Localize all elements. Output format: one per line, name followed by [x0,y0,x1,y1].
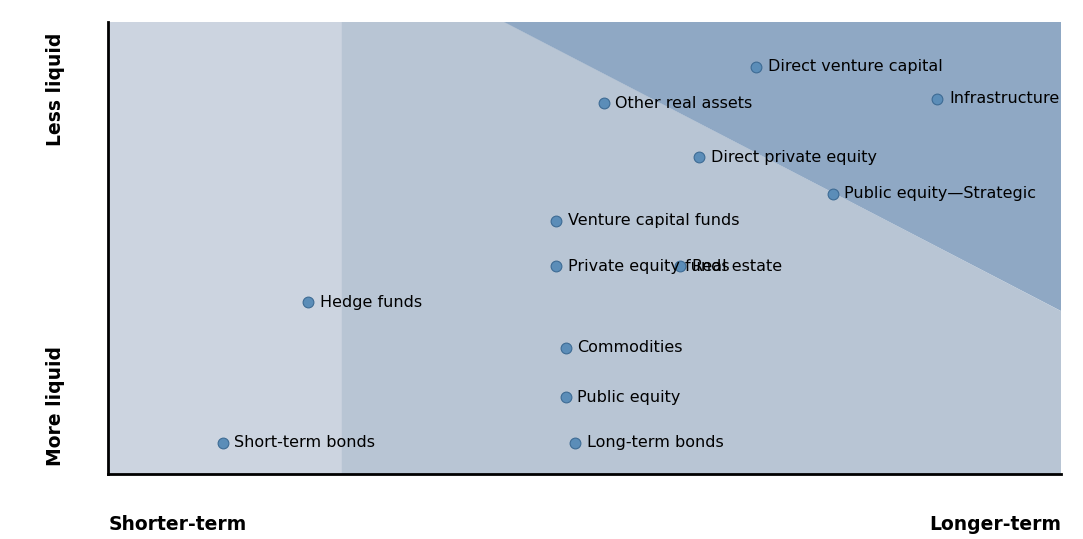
Text: Less liquid: Less liquid [47,33,65,146]
Point [596,99,613,107]
Text: Longer-term: Longer-term [929,515,1061,534]
Text: Short-term bonds: Short-term bonds [234,435,375,450]
Text: Hedge funds: Hedge funds [319,295,422,310]
Text: Venture capital funds: Venture capital funds [567,213,740,229]
Point [214,438,232,447]
Point [557,393,574,402]
Point [691,153,708,162]
Text: Commodities: Commodities [577,340,682,355]
Text: Public equity: Public equity [577,390,680,405]
Point [548,217,565,225]
Point [548,262,565,271]
Polygon shape [342,22,1061,474]
Text: Direct venture capital: Direct venture capital [768,59,942,74]
Text: Public equity—Strategic: Public equity—Strategic [844,186,1036,201]
Polygon shape [108,22,342,474]
Point [566,438,584,447]
Text: More liquid: More liquid [47,347,65,466]
Point [929,94,947,103]
Text: Other real assets: Other real assets [615,95,753,110]
Text: Long-term bonds: Long-term bonds [587,435,723,450]
Text: Direct private equity: Direct private equity [710,150,876,165]
Point [557,343,574,352]
Point [671,262,689,271]
Text: Private equity funds: Private equity funds [567,259,729,274]
Text: Real estate: Real estate [692,259,782,274]
Point [300,298,317,307]
Point [747,63,765,71]
Text: Infrastructure: Infrastructure [949,91,1059,106]
Text: Shorter-term: Shorter-term [108,515,247,534]
Point [824,189,841,198]
Polygon shape [504,22,1061,312]
